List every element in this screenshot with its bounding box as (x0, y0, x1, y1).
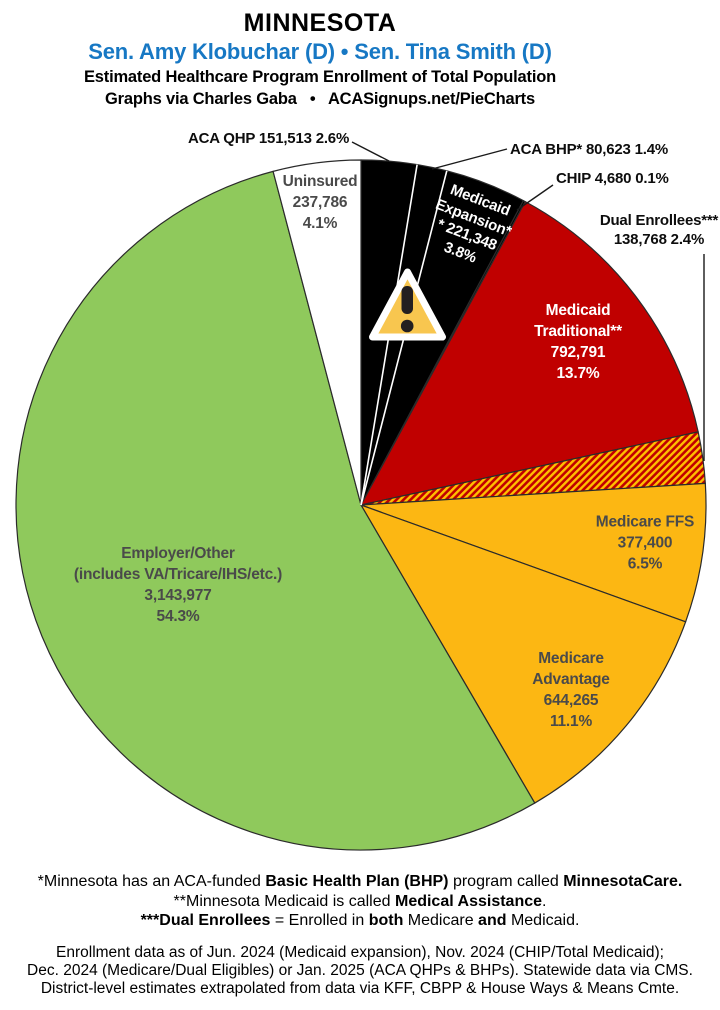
label-uninsured: Uninsured 237,786 4.1% (282, 173, 358, 232)
leader-line-chip (516, 184, 554, 211)
warning-exclamation-dot (400, 319, 414, 333)
source-line-3: District-level estimates extrapolated fr… (40, 980, 680, 997)
footnotes-sources: Enrollment data as of Jun. 2024 (Medicai… (0, 944, 720, 998)
label-aca-bhp: ACA BHP* 80,623 1.4% (510, 141, 669, 158)
footnote-bhp: *Minnesota has an ACA-funded Basic Healt… (37, 873, 683, 890)
label-dual-enrollees: Dual Enrollees*** 138,768 2.4% (599, 212, 719, 248)
footnotes-definitions: *Minnesota has an ACA-funded Basic Healt… (0, 872, 720, 931)
leader-line-aca-bhp (431, 148, 508, 170)
label-medicaid-traditional: Medicaid Traditional** 792,791 13.7% (534, 302, 622, 382)
pie-slice-uninsured (272, 159, 362, 506)
footnote-dual-definition: ***Dual Enrollees = Enrolled in both Med… (140, 912, 580, 929)
pie-slice-medicare-ffs (360, 482, 707, 623)
label-chip: CHIP 4,680 0.1% (556, 170, 669, 187)
source-line-1: Enrollment data as of Jun. 2024 (Medicai… (56, 944, 664, 961)
source-line-2: Dec. 2024 (Medicare/Dual Eligibles) or J… (27, 962, 693, 979)
chart-subtitle: Estimated Healthcare Program Enrollment … (84, 68, 556, 86)
label-medicare-ffs: Medicare FFS 377,400 6.5% (595, 513, 695, 573)
pie-slice-medicare-advantage (360, 504, 687, 804)
warning-exclamation-bar (401, 286, 413, 314)
header: MINNESOTA Sen. Amy Klobuchar (D) • Sen. … (0, 8, 640, 110)
pie-slice-employer-other (15, 170, 536, 851)
pie-overlays (351, 141, 705, 506)
senators-line: Sen. Amy Klobuchar (D) • Sen. Tina Smith… (88, 39, 552, 64)
label-employer-other: Employer/Other (includes VA/Tricare/IHS/e… (73, 545, 283, 625)
label-aca-qhp: ACA QHP 151,513 2.6% (188, 130, 350, 147)
page-title: MINNESOTA (243, 9, 397, 37)
label-medicare-advantage: Medicare Advantage 644,265 11.1% (532, 650, 610, 730)
leader-line-aca-qhp (351, 141, 390, 162)
pie-slice-medicaid-traditional (360, 201, 699, 506)
chart-attribution: Graphs via Charles Gaba • ACASignups.net… (105, 90, 535, 108)
footnote-medicaid-name: **Minnesota Medicaid is called Medical A… (173, 892, 547, 910)
